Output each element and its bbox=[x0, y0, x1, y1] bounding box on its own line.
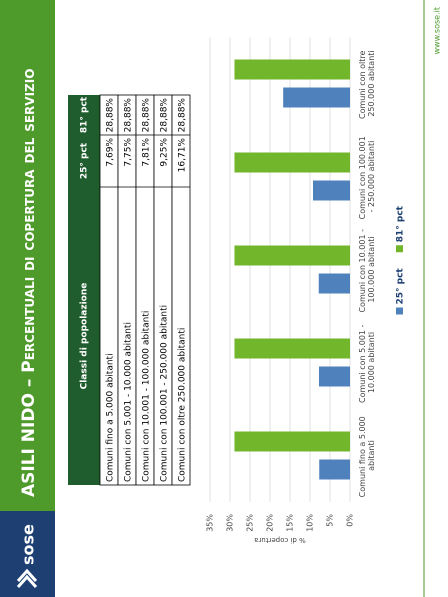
x-tick-label: Comuni con 5.001 - 10.000 abitanti bbox=[358, 322, 376, 403]
y-tick-label: 25% bbox=[246, 514, 255, 532]
legend-swatch bbox=[396, 307, 403, 315]
table-cell: 7,69% bbox=[106, 138, 116, 167]
logo-icon bbox=[16, 568, 38, 589]
slide-title: ASILI NIDO – Percentuali di copertura de… bbox=[19, 69, 39, 497]
table-cell: 7,75% bbox=[124, 138, 134, 167]
bar bbox=[319, 366, 350, 387]
table-header-bg bbox=[68, 95, 100, 485]
table-cell: 28,88% bbox=[106, 98, 116, 133]
y-tick-label: 10% bbox=[306, 514, 315, 532]
bar bbox=[283, 87, 350, 108]
y-axis-title: % di copertura bbox=[254, 536, 306, 544]
legend-label: 81° pct bbox=[396, 205, 406, 242]
title-bar bbox=[0, 0, 55, 597]
table-cell: 28,88% bbox=[124, 98, 134, 133]
table-cell: Comuni con oltre 250.000 abitanti bbox=[178, 328, 188, 482]
table-cell: Comuni con 100.001 - 250.000 abitanti bbox=[160, 305, 170, 482]
table-cell: Comuni con 5.001 - 10.000 abitanti bbox=[124, 322, 134, 482]
table-cell: Comuni fino a 5.000 abitanti bbox=[106, 353, 116, 482]
legend-swatch bbox=[396, 245, 403, 253]
bar bbox=[234, 152, 350, 173]
table-cell: 28,88% bbox=[142, 98, 152, 133]
table-cell: 7,81% bbox=[142, 138, 152, 167]
y-tick-label: 20% bbox=[266, 514, 275, 532]
x-tick-label: Comuni con 10.001 - 100.000 abitanti bbox=[358, 226, 376, 312]
bar bbox=[313, 180, 350, 201]
bar bbox=[234, 59, 350, 80]
table-header: 81° pct bbox=[80, 96, 90, 133]
y-tick-label: 30% bbox=[226, 514, 235, 532]
logo-box bbox=[0, 511, 55, 597]
table-cell: 16,71% bbox=[178, 138, 188, 173]
y-tick-label: 15% bbox=[286, 514, 295, 532]
x-tick-label: Comuni con 100.001 - 250.000 abitanti bbox=[358, 134, 376, 220]
x-tick-label: Comuni con oltre 250.000 abitanti bbox=[358, 48, 376, 119]
table-cell: 28,88% bbox=[178, 98, 188, 133]
x-tick-label: Comuni fino a 5.000 abitanti bbox=[358, 414, 376, 498]
bar bbox=[319, 459, 350, 480]
table-header: Classi di popolazione bbox=[80, 283, 90, 390]
bar bbox=[318, 273, 351, 294]
table-cell: 9,25% bbox=[160, 138, 170, 167]
bar bbox=[234, 245, 350, 266]
bar bbox=[234, 431, 350, 452]
y-tick-label: 5% bbox=[326, 514, 335, 527]
y-tick-label: 0% bbox=[346, 514, 355, 527]
table-cell: Comuni con 10.001 - 100.000 abitanti bbox=[142, 311, 152, 482]
logo-text: sose bbox=[19, 524, 38, 565]
footer-url: www.sose.it bbox=[433, 7, 442, 55]
bar bbox=[234, 338, 350, 359]
table-header: 25° pct bbox=[80, 142, 90, 179]
table-row bbox=[171, 94, 191, 486]
table-cell: 28,88% bbox=[160, 98, 170, 133]
legend-label: 25° pct bbox=[396, 268, 406, 305]
y-tick-label: 35% bbox=[206, 514, 215, 532]
